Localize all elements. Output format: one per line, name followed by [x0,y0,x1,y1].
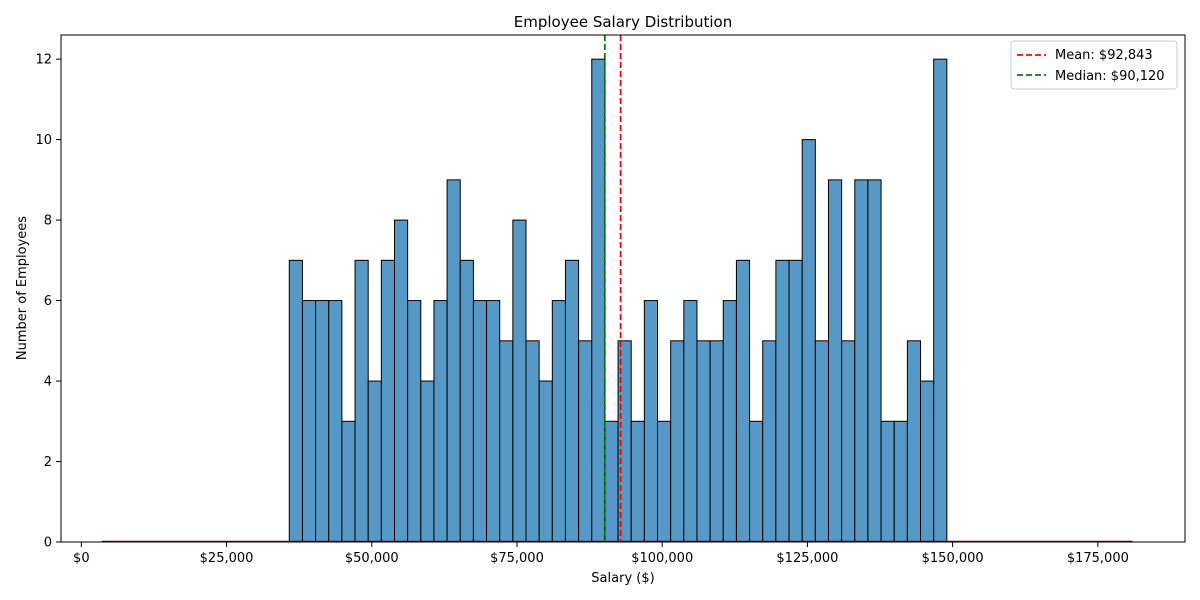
histogram-bar [867,179,882,543]
x-axis-label: Salary ($) [591,571,654,586]
histogram-bar [933,58,948,543]
histogram-bar [551,300,566,543]
x-tick-label: $50,000 [345,551,399,566]
histogram-bar [459,259,474,543]
histogram-bar [328,300,343,543]
legend-mean-label: Mean: $92,843 [1055,48,1153,63]
y-tick-label: 10 [35,133,52,148]
histogram-bar [880,420,895,543]
plot-frame [60,34,1186,543]
histogram-bar [841,340,856,543]
y-tick-label: 8 [44,214,52,229]
histogram-bar [525,340,540,543]
histogram-bar [696,340,711,543]
x-tick-label: $75,000 [490,551,544,566]
histogram-bar [393,219,409,543]
histogram-bar [407,300,422,543]
histogram-bar [814,340,829,543]
histogram-bar [591,58,606,543]
histogram-bar [433,300,448,543]
y-tick-label: 6 [44,294,52,309]
histogram-bar [657,420,672,543]
y-tick-label: 4 [44,375,52,390]
reference-lines-layer [603,35,622,542]
histogram-bar [709,340,724,543]
histogram-bar [420,380,435,543]
histogram-bar [762,340,777,543]
chart-title: Employee Salary Distribution [514,13,732,31]
histogram-bar [722,300,737,543]
histogram-bar [775,259,790,543]
histogram-bar [920,380,935,543]
y-axis-label: Number of Employees [15,216,30,360]
histogram-bar [564,259,580,543]
histogram-bar [643,300,659,543]
bars-layer [288,58,948,543]
histogram-bar [683,300,698,543]
x-tick-label: $0 [73,551,90,566]
histogram-bar [827,179,843,543]
histogram-bar [604,420,619,543]
histogram-bar [578,340,593,543]
histogram-bar [315,300,330,543]
y-axis-ticks: 0 2 4 6 8 10 12 [35,53,61,551]
histogram-bar [788,259,803,543]
histogram-bar [354,259,369,543]
histogram-bar [801,139,816,543]
histogram-bar [670,340,685,543]
y-tick-label: 0 [44,536,52,551]
histogram-bar [906,340,922,543]
y-tick-label: 2 [44,455,52,470]
histogram-bar [486,300,501,543]
x-axis-ticks: $0 $25,000 $50,000 $75,000 $100,000 $125,000 $… [73,542,1129,566]
x-tick-label: $100,000 [631,551,693,566]
y-tick-label: 12 [35,53,52,68]
histogram-bar [893,420,908,543]
histogram-bar [749,420,764,543]
x-tick-label: $25,000 [200,551,254,566]
histogram-bar [472,300,488,543]
histogram-bar [380,259,395,543]
x-tick-label: $125,000 [776,551,838,566]
histogram-bar [499,340,514,543]
x-tick-label: $175,000 [1067,551,1129,566]
legend-median-label: Median: $90,120 [1055,69,1165,84]
histogram-bar [367,380,382,543]
histogram-bar [301,300,317,543]
histogram-bar [854,179,869,543]
histogram-bar [288,259,303,543]
histogram-bar [446,179,461,543]
histogram-bar [512,219,527,543]
histogram-bar [630,420,645,543]
legend-box [1010,40,1178,90]
histogram-bar [538,380,553,543]
x-tick-label: $150,000 [922,551,984,566]
histogram-bar [341,420,356,543]
legend: Mean: $92,843 Median: $90,120 [1010,40,1178,90]
histogram-bar [735,259,751,543]
